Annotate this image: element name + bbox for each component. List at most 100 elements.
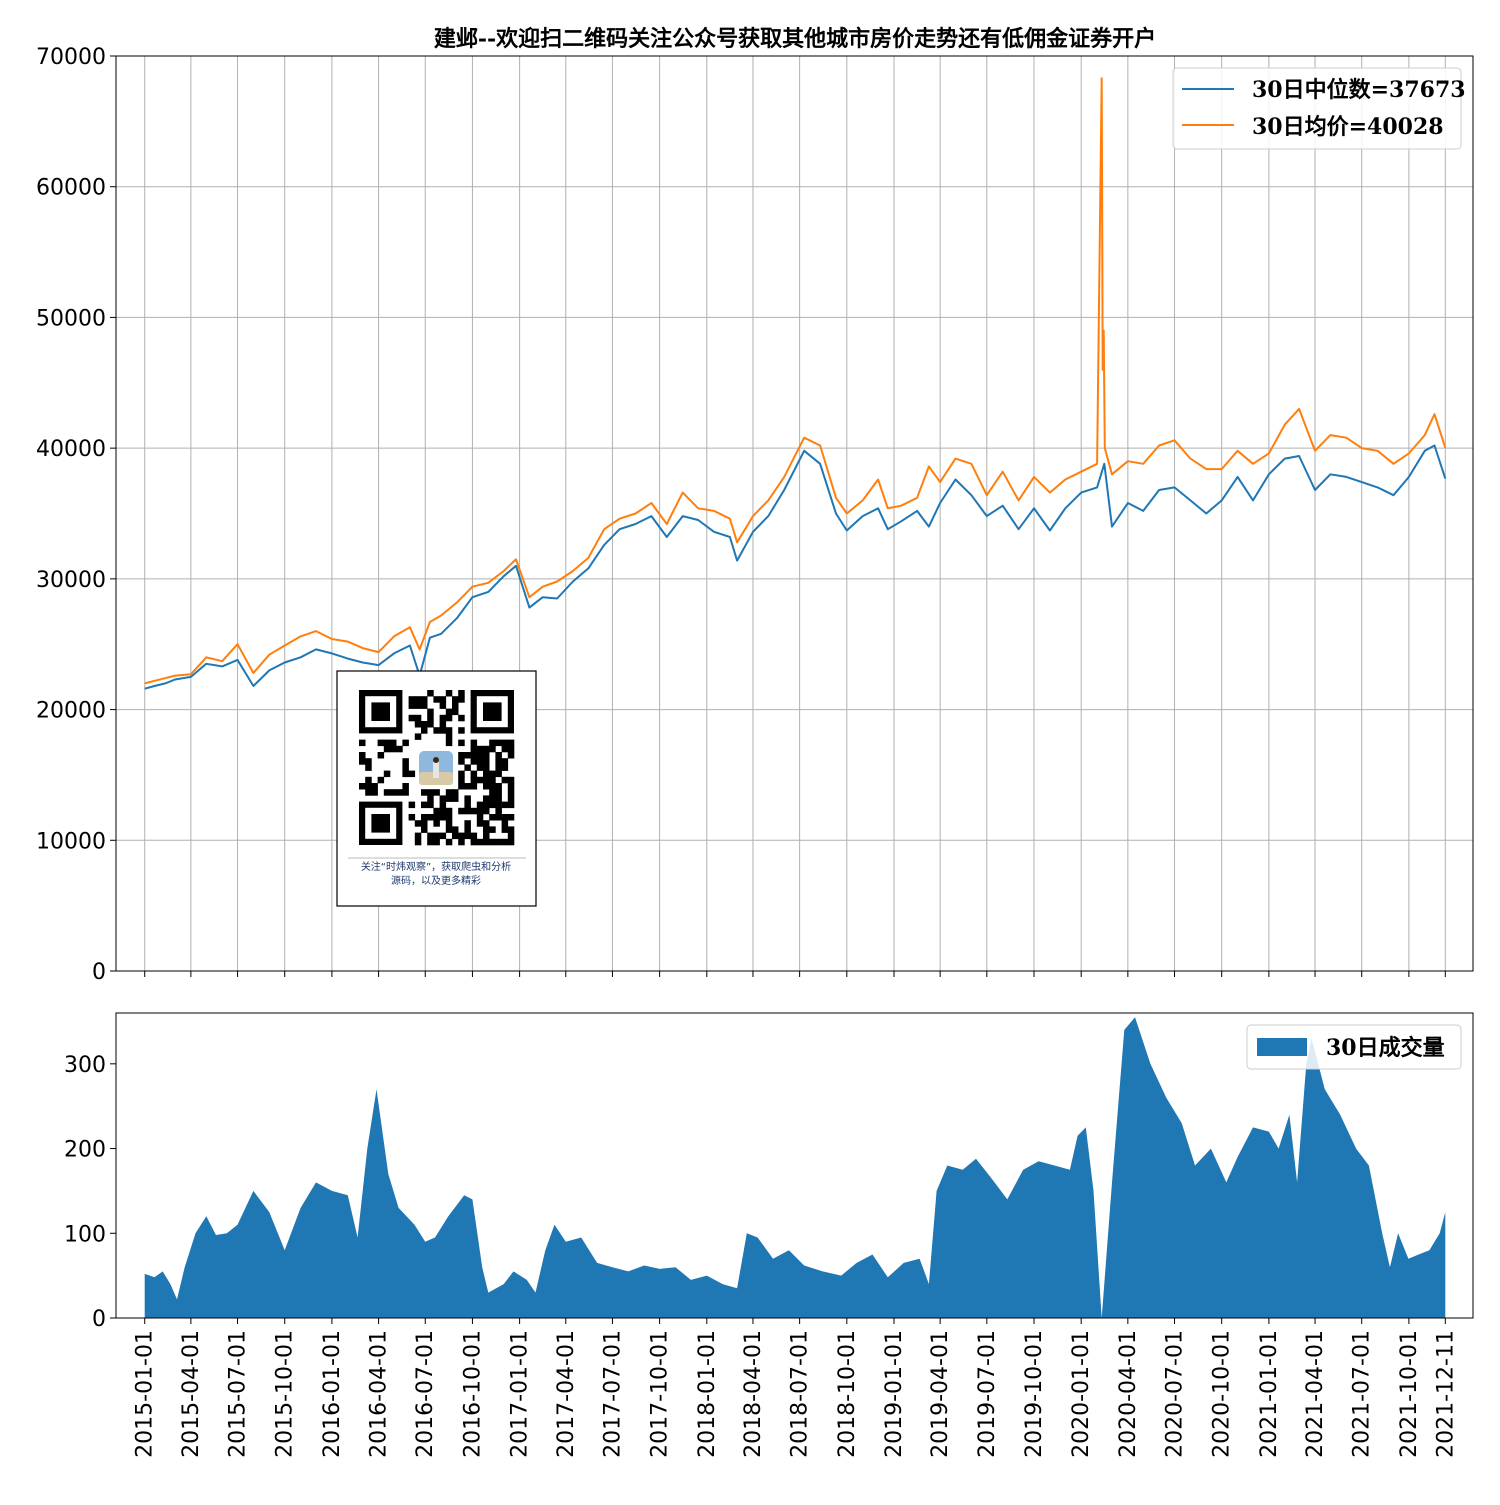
qr-module [421,789,428,796]
qr-module [507,745,515,753]
qr-module [445,826,453,833]
qr-module [495,838,502,846]
qr-inset: 关注“时炜观察”，获取爬虫和分析 源码，以及更多精彩 [336,670,537,907]
qr-module [476,752,484,759]
legend-median-label: 30日中位数=37673 [1252,77,1466,103]
qr-module [433,820,440,827]
qr-module [414,696,422,703]
qr-module [495,783,502,790]
x-tick-label: 2018-07-01 [788,1330,813,1458]
x-tick-label: 2015-04-01 [179,1330,204,1458]
qr-module [458,727,465,734]
qr-module [433,814,440,821]
x-tick-label: 2021-12-11 [1433,1330,1458,1458]
top-y-tick-label: 60000 [36,176,106,201]
qr-module [414,702,422,709]
qr-module [489,783,496,790]
qr-module [445,739,453,747]
bottom-y-axis: 0 100 200 300 [64,1053,116,1332]
qr-module [371,783,378,790]
qr-module [439,727,447,734]
qr-module [495,764,502,771]
qr-module [396,745,403,753]
qr-module [402,770,409,778]
qr-module [452,702,459,709]
x-tick-label: 2017-04-01 [554,1330,579,1458]
qr-module [464,783,471,790]
qr-module [445,838,453,846]
qr-module [396,789,403,796]
qr-module [445,727,453,734]
qr-module [445,814,453,821]
volume-area [144,1017,1446,1318]
qr-module [445,708,453,716]
qr-module [495,801,502,809]
top-plot-series [144,77,1447,690]
top-y-tick-label: 0 [92,960,106,985]
qr-module [421,801,428,809]
qr-module [507,801,515,809]
qr-module [483,838,490,846]
qr-module [421,702,428,709]
qr-module [483,764,490,771]
qr-module [489,826,496,833]
qr-module [421,696,428,703]
qr-module [439,807,447,815]
qr-module [470,752,478,759]
qr-module [507,814,515,821]
mean-price-line [144,77,1447,685]
qr-finder-core [483,702,502,721]
qr-module [458,714,465,722]
qr-module [402,758,409,765]
qr-module [458,690,465,697]
qr-module [390,745,397,753]
bottom-y-tick-label: 100 [64,1222,106,1247]
qr-module [402,783,409,790]
qr-module [439,721,447,728]
qr-module [445,733,453,740]
top-grid [116,55,1473,972]
qr-module [408,770,416,778]
qr-module [483,832,490,840]
qr-module [359,739,366,747]
qr-module [445,807,453,815]
qr-module [458,832,465,840]
qr-module [433,838,440,846]
top-y-tick-label: 20000 [36,699,106,724]
qr-module [452,696,459,703]
qr-module [458,807,465,815]
qr-module [464,807,471,815]
x-tick-label: 2016-04-01 [367,1330,392,1458]
qr-module [408,714,416,722]
legend-volume-label: 30日成交量 [1326,1035,1445,1061]
qr-module [421,826,428,833]
qr-module [377,752,385,759]
qr-module [439,795,447,802]
qr-module [439,714,447,722]
qr-module [507,739,515,747]
qr-module [421,727,428,734]
qr-module [483,770,490,778]
x-tick-label: 2016-10-01 [460,1330,485,1458]
qr-module [445,795,453,802]
qr-module [458,752,465,759]
qr-module [408,702,416,709]
qr-module [383,739,391,747]
x-tick-label: 2019-07-01 [975,1330,1000,1458]
qr-module [507,826,515,833]
qr-module [414,832,422,840]
qr-module [489,745,496,753]
qr-module [414,838,422,846]
qr-module [439,832,447,840]
x-tick-label: 2019-04-01 [928,1330,953,1458]
qr-module [408,814,416,821]
qr-module [427,789,434,796]
qr-module [489,776,496,784]
qr-module [501,801,509,809]
qr-module [470,776,478,784]
x-tick-label: 2016-07-01 [413,1330,438,1458]
x-tick-label: 2017-01-01 [508,1330,533,1458]
qr-module [365,789,372,796]
top-y-tick-label: 50000 [36,306,106,331]
x-tick-label: 2016-01-01 [320,1330,345,1458]
